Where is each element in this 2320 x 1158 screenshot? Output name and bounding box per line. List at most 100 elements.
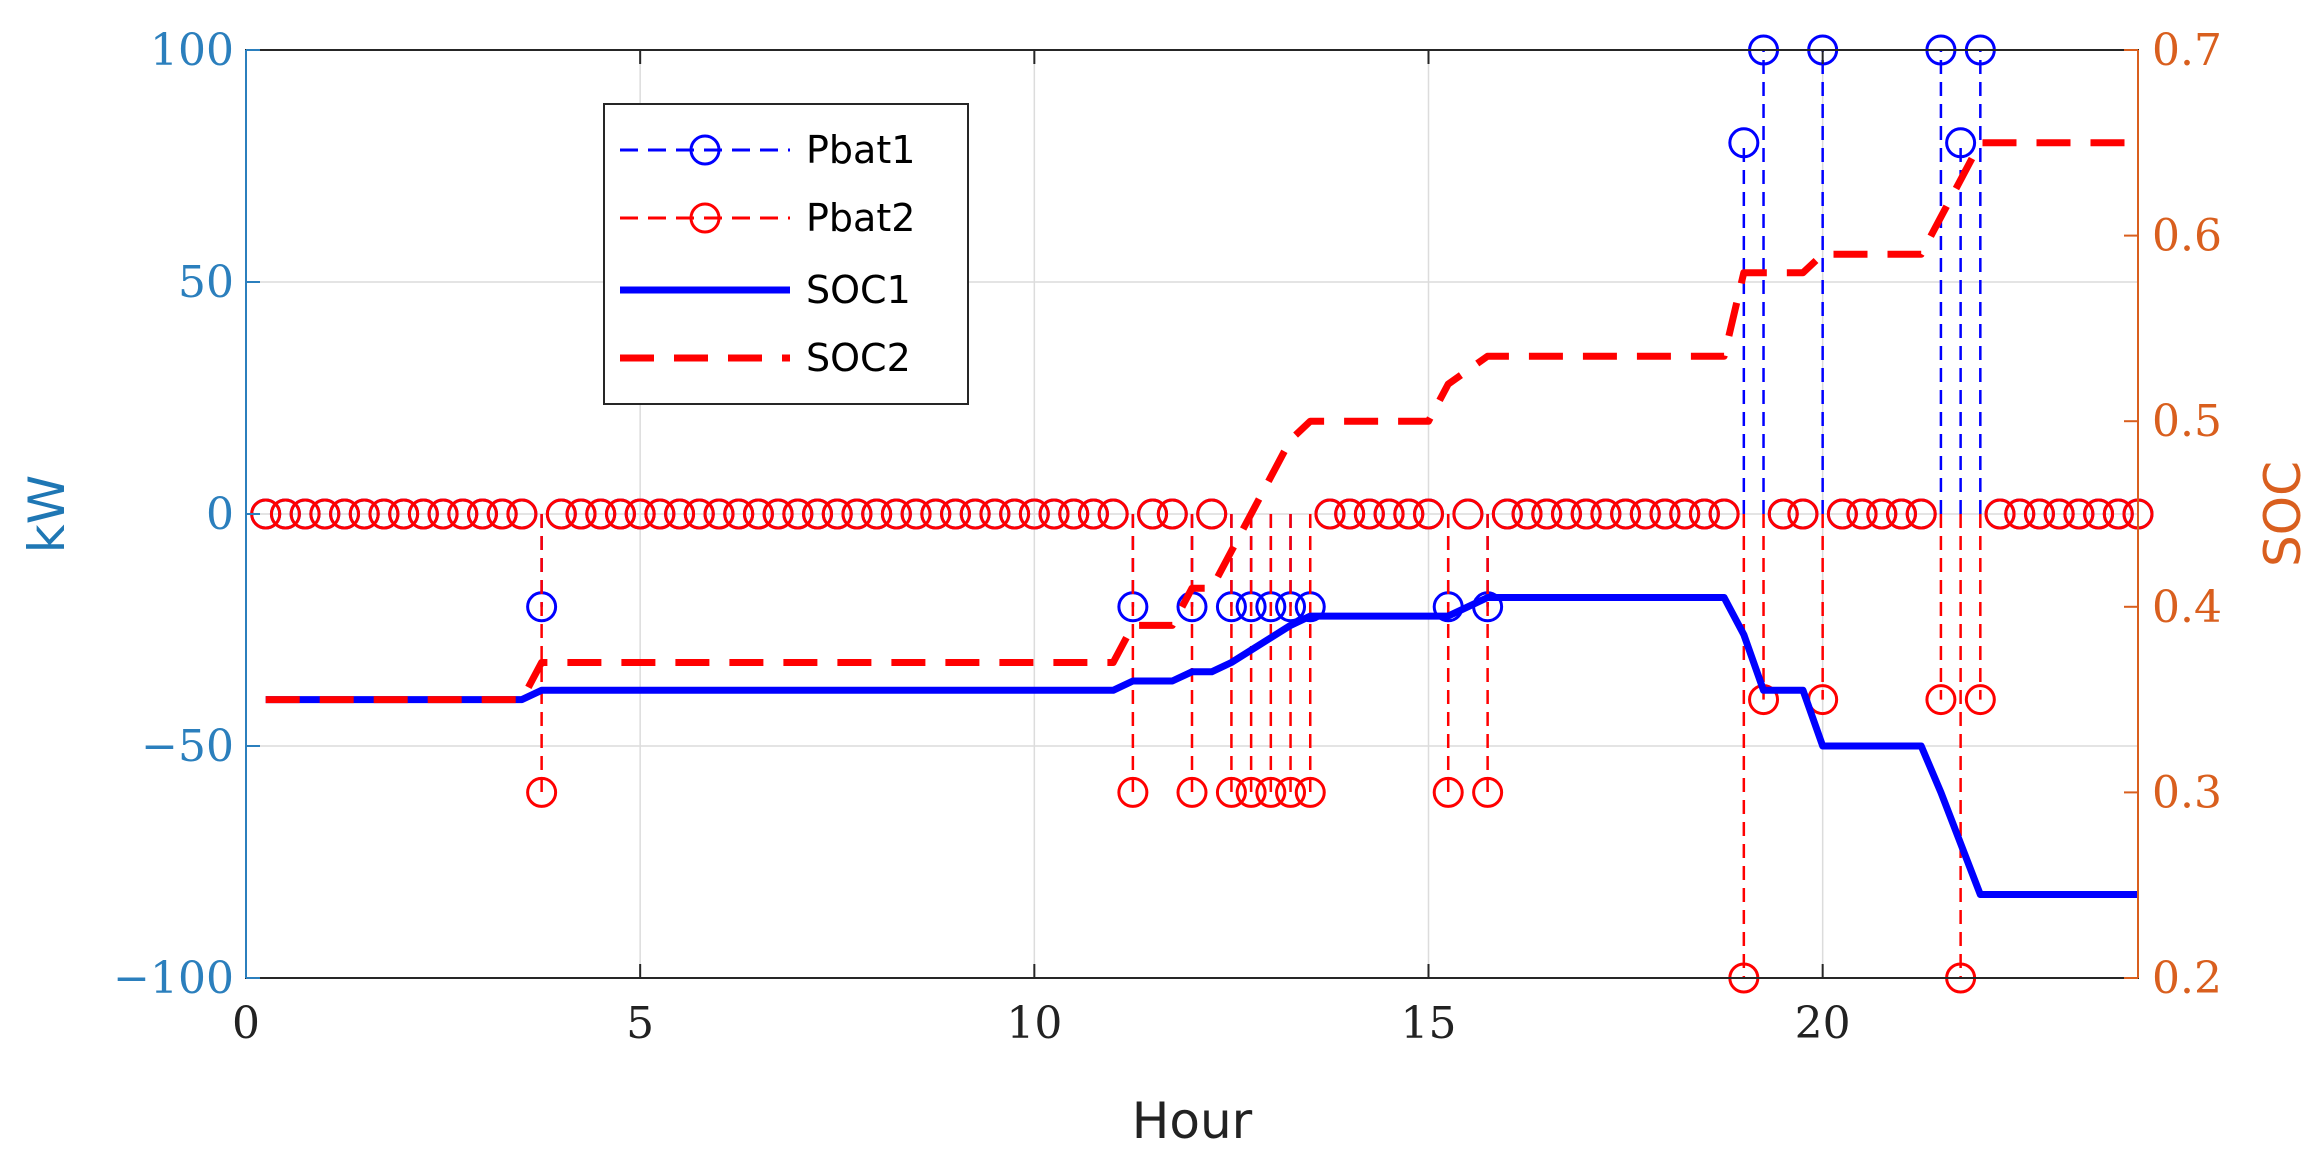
pbat2-point xyxy=(2043,498,2075,530)
pbat2-point xyxy=(920,498,952,530)
y-right-tick-label: 0.4 xyxy=(2152,582,2222,633)
pbat2-point xyxy=(486,498,518,530)
pbat2-point xyxy=(1235,776,1267,808)
y-left-tick-label: −50 xyxy=(141,721,234,772)
y-right-tick-label: 0.2 xyxy=(2152,953,2222,1004)
pbat2-point xyxy=(1708,498,1740,530)
pbat2-point xyxy=(959,498,991,530)
pbat2-point xyxy=(309,498,341,530)
pbat2-point xyxy=(664,498,696,530)
soc1-line xyxy=(265,594,2138,898)
pbat2-point xyxy=(407,498,439,530)
pbat2-point xyxy=(1294,776,1326,808)
pbat2-point xyxy=(1156,498,1188,530)
y-axis-right-label: SOC xyxy=(2254,461,2312,567)
y-left-tick-label: 50 xyxy=(178,257,234,308)
pbat2-point xyxy=(1413,498,1444,530)
pbat2-point xyxy=(565,498,597,530)
x-tick-label: 10 xyxy=(1006,998,1062,1049)
pbat2-point xyxy=(1275,776,1307,808)
pbat2-point xyxy=(1176,776,1208,808)
pbat2-point xyxy=(1393,498,1425,530)
pbat2-point xyxy=(1570,498,1602,530)
pbat2-point xyxy=(1964,684,1996,716)
pbat2-point xyxy=(506,498,538,530)
pbat1-point xyxy=(1728,127,1760,159)
pbat2-point xyxy=(1905,498,1937,530)
pbat2-point xyxy=(1629,498,1661,530)
pbat2-point xyxy=(1196,498,1228,530)
pbat2-point xyxy=(1255,776,1287,808)
pbat2-point xyxy=(427,498,459,530)
pbat2-point xyxy=(1826,498,1858,530)
x-tick-label: 15 xyxy=(1401,998,1457,1049)
pbat2-point xyxy=(1472,776,1504,808)
pbat2-point xyxy=(802,498,834,530)
pbat2-point xyxy=(1866,498,1898,530)
pbat2-series xyxy=(250,498,2154,994)
pbat2-point xyxy=(683,498,715,530)
pbat2-point xyxy=(269,498,301,530)
pbat2-point xyxy=(1353,498,1385,530)
legend: Pbat1 Pbat2 SOC1 SOC2 xyxy=(603,103,969,405)
pbat2-point xyxy=(880,498,912,530)
legend-box xyxy=(603,103,969,405)
pbat2-point xyxy=(1018,498,1050,530)
soc2-line xyxy=(265,139,2138,704)
y-left-tick-label: 0 xyxy=(206,489,234,540)
pbat2-point xyxy=(1097,498,1129,530)
legend-marker-pbat2 xyxy=(689,202,721,234)
pbat2-point xyxy=(447,498,479,530)
pbat2-point xyxy=(940,498,971,530)
x-tick-label: 5 xyxy=(626,998,654,1049)
pbat2-point xyxy=(1038,498,1070,530)
pbat2-point xyxy=(1491,498,1523,530)
pbat2-point xyxy=(999,498,1031,530)
pbat2-point xyxy=(289,498,321,530)
pbat2-point xyxy=(1649,498,1681,530)
pbat2-point xyxy=(1550,498,1582,530)
pbat2-point xyxy=(545,498,577,530)
pbat2-point xyxy=(604,498,636,530)
y-left-tick-label: −100 xyxy=(113,953,234,1004)
legend-label-pbat2: Pbat2 xyxy=(806,196,915,240)
pbat2-point xyxy=(1787,498,1819,530)
legend-marker-pbat1 xyxy=(689,134,721,166)
pbat2-point xyxy=(2063,498,2095,530)
x-tick-label: 0 xyxy=(232,998,260,1049)
legend-label-pbat1: Pbat1 xyxy=(806,128,915,172)
pbat2-point xyxy=(1432,776,1464,808)
pbat2-point xyxy=(841,498,873,530)
pbat2-point xyxy=(1886,498,1917,530)
pbat2-point xyxy=(624,498,656,530)
pbat2-point xyxy=(1590,498,1622,530)
legend-label-soc1: SOC1 xyxy=(806,268,911,312)
y-right-tick-label: 0.7 xyxy=(2152,25,2222,76)
pbat2-point xyxy=(388,498,420,530)
axes: 0 5 10 15 20 −100 −50 0 50 100 0.2 0.3 0.4 0.5 0.6 0.7 xyxy=(113,25,2222,1049)
pbat2-point xyxy=(526,776,558,808)
pbat2-point xyxy=(329,498,361,530)
pbat2-point xyxy=(1767,498,1799,530)
pbat2-point xyxy=(368,498,400,530)
pbat2-point xyxy=(1669,498,1701,530)
pbat2-point xyxy=(861,498,893,530)
pbat2-point xyxy=(348,498,380,530)
pbat2-point xyxy=(2023,498,2055,530)
pbat2-point xyxy=(467,498,498,530)
pbat2-point xyxy=(2004,498,2036,530)
y-right-tick-label: 0.3 xyxy=(2152,767,2222,818)
x-axis-label: Hour xyxy=(1132,1092,1253,1150)
pbat2-point xyxy=(1925,684,1957,716)
series-layer xyxy=(250,34,2154,994)
pbat2-point xyxy=(762,498,794,530)
pbat2-point xyxy=(1137,498,1169,530)
pbat2-point xyxy=(900,498,932,530)
pbat2-point xyxy=(1688,498,1720,530)
pbat2-point xyxy=(1452,498,1484,530)
legend-label-soc2: SOC2 xyxy=(806,336,911,380)
pbat2-point xyxy=(723,498,755,530)
pbat2-point xyxy=(1984,498,2016,530)
y-right-tick-label: 0.5 xyxy=(2152,396,2222,447)
